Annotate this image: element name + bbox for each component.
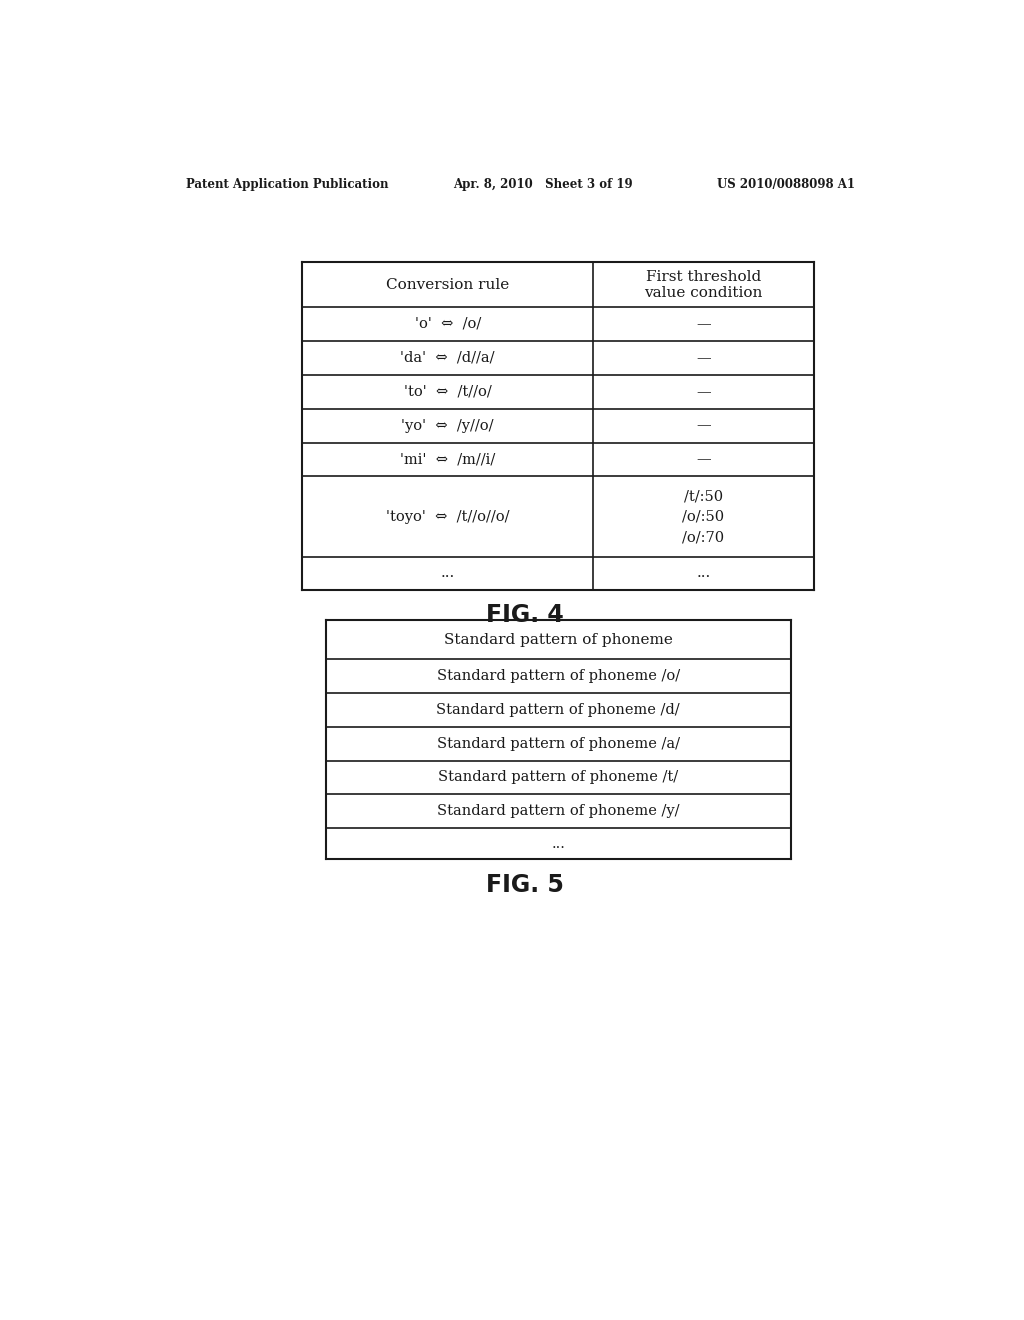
Text: —: — [696, 317, 711, 331]
Text: Standard pattern of phoneme /d/: Standard pattern of phoneme /d/ [436, 702, 680, 717]
Text: /t/:50: /t/:50 [684, 490, 723, 504]
Text: —: — [696, 418, 711, 433]
Text: ...: ... [551, 837, 565, 850]
Text: 'o'  ⇔  /o/: 'o' ⇔ /o/ [415, 317, 481, 331]
Text: Standard pattern of phoneme /t/: Standard pattern of phoneme /t/ [438, 771, 678, 784]
Text: 'yo'  ⇔  /y//o/: 'yo' ⇔ /y//o/ [401, 418, 494, 433]
Text: Apr. 8, 2010   Sheet 3 of 19: Apr. 8, 2010 Sheet 3 of 19 [454, 178, 633, 190]
Text: 'to'  ⇔  /t//o/: 'to' ⇔ /t//o/ [403, 384, 492, 399]
Text: —: — [696, 351, 711, 364]
Text: ...: ... [696, 566, 711, 581]
Text: 'da'  ⇔  /d//a/: 'da' ⇔ /d//a/ [400, 351, 495, 364]
Text: Patent Application Publication: Patent Application Publication [186, 178, 389, 190]
Text: —: — [696, 453, 711, 466]
Text: FIG. 4: FIG. 4 [486, 603, 563, 627]
Text: /o/:50: /o/:50 [682, 510, 725, 524]
Text: First threshold
value condition: First threshold value condition [644, 269, 763, 300]
Text: Conversion rule: Conversion rule [386, 277, 509, 292]
Text: 'mi'  ⇔  /m//i/: 'mi' ⇔ /m//i/ [400, 453, 496, 466]
Text: FIG. 5: FIG. 5 [485, 873, 564, 898]
Text: US 2010/0088098 A1: US 2010/0088098 A1 [717, 178, 855, 190]
Text: Standard pattern of phoneme /y/: Standard pattern of phoneme /y/ [437, 804, 679, 818]
Text: Standard pattern of phoneme: Standard pattern of phoneme [443, 632, 673, 647]
Text: Standard pattern of phoneme /a/: Standard pattern of phoneme /a/ [436, 737, 680, 751]
Text: —: — [696, 384, 711, 399]
Bar [326, 620, 791, 859]
Text: Standard pattern of phoneme /o/: Standard pattern of phoneme /o/ [436, 669, 680, 682]
Text: ...: ... [440, 566, 455, 581]
Text: /o/:70: /o/:70 [682, 531, 725, 544]
Bar [302, 263, 814, 590]
Text: 'toyo'  ⇔  /t//o//o/: 'toyo' ⇔ /t//o//o/ [386, 510, 509, 524]
